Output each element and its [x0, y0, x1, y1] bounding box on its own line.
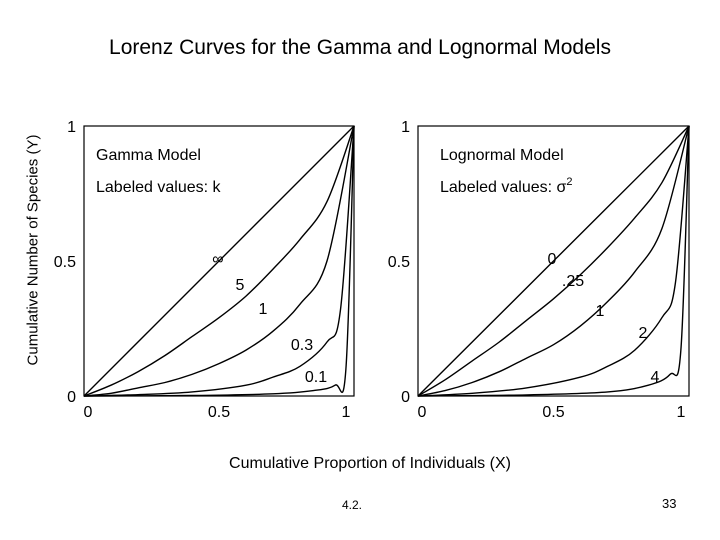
series-line-0: [83, 125, 355, 397]
panel-title: Lognormal Model: [440, 147, 564, 164]
series-line-4: [417, 125, 690, 397]
curve-label: .25: [562, 273, 584, 290]
curve-label: 2: [639, 325, 648, 342]
curve-label: 0: [548, 251, 557, 268]
curve-label: 1: [259, 301, 268, 318]
panel-title: Gamma Model: [96, 147, 201, 164]
series-line-2: [417, 125, 690, 397]
series-line-4: [83, 125, 355, 397]
x-tick-label: 0: [418, 404, 427, 421]
slide-number: 4.2.: [342, 498, 363, 512]
curve-label: 1: [596, 303, 605, 320]
x-tick-label: 0.5: [208, 404, 230, 421]
x-tick-label: 0: [84, 404, 93, 421]
y-tick-label: 0.5: [54, 254, 76, 271]
x-axis-label: Cumulative Proportion of Individuals (X): [229, 455, 511, 472]
y-tick-label: 1: [67, 119, 76, 136]
y-tick-label: 1: [401, 119, 410, 136]
x-tick-label: 1: [677, 404, 686, 421]
x-tick-label: 1: [342, 404, 351, 421]
page-number: 33: [662, 496, 677, 511]
x-tick-label: 0.5: [542, 404, 564, 421]
curve-label: ∞: [212, 251, 223, 268]
panel-subtitle: Labeled values: k: [96, 179, 222, 196]
plot-frame: [83, 125, 355, 397]
curve-label: 0.3: [291, 337, 313, 354]
series-line-2: [83, 125, 355, 397]
series-line-3: [83, 125, 355, 397]
curve-label: 4: [651, 369, 660, 386]
lognormal-panel: 0 .25 1 2 4 0 0.5 1 0 0.5 1 Lognormal Model Labeled …: [388, 119, 690, 421]
panel-subtitle: Labeled values: σ2: [440, 176, 573, 196]
plot-frame: [417, 125, 690, 397]
series-line-1: [417, 125, 690, 397]
curve-label: 5: [236, 277, 245, 294]
curve-label: 0.1: [305, 369, 327, 386]
y-tick-label: 0: [67, 389, 76, 406]
series-line-0: [417, 125, 690, 397]
series-line-3: [417, 125, 690, 397]
y-tick-label: 0.5: [388, 254, 410, 271]
chart-title: Lorenz Curves for the Gamma and Lognorma…: [109, 36, 611, 59]
y-tick-label: 0: [401, 389, 410, 406]
series-line-1: [83, 125, 355, 397]
